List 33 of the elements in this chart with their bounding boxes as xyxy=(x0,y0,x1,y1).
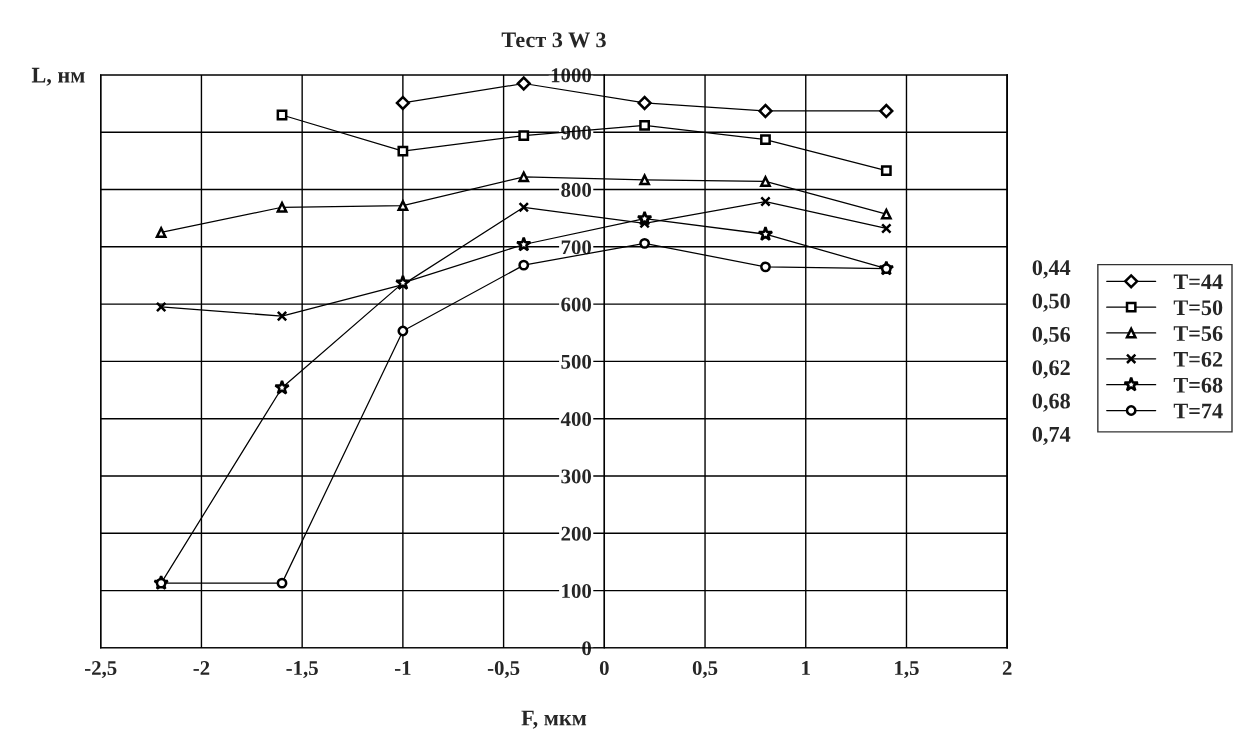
y-tick-label: 300 xyxy=(561,469,592,484)
legend-label: T=62 xyxy=(1173,351,1223,367)
text: 0,62 xyxy=(1032,360,1070,379)
chart-title: Тест 3 W 3 xyxy=(501,32,606,48)
x-tick-label: 1,5 xyxy=(895,661,919,679)
text: 0,50 xyxy=(1032,293,1070,312)
y-tick-label: 500 xyxy=(561,354,592,369)
text: 0,44 xyxy=(1032,260,1071,279)
x-tick-label: 0,5 xyxy=(692,660,718,679)
y-tick-label: 700 xyxy=(561,240,592,255)
y-tick-label: 400 xyxy=(560,412,592,427)
y-tick-label: 800 xyxy=(561,182,592,197)
x-tick-label: 1 xyxy=(802,661,810,675)
y-tick-label: 200 xyxy=(561,526,592,541)
x-tick-label: 0 xyxy=(599,660,609,676)
legend-label: T=50 xyxy=(1173,300,1223,316)
legend-label: T=56 xyxy=(1173,326,1223,341)
legend-label: T=44 xyxy=(1173,274,1223,290)
text: 0,74 xyxy=(1032,426,1071,446)
y-axis-title: L, нм xyxy=(31,67,85,86)
text: 0,68 xyxy=(1032,393,1070,412)
legend-label: T=68 xyxy=(1173,377,1223,393)
x-tick-label: -2,5 xyxy=(84,661,117,679)
x-tick-label: -1 xyxy=(394,661,411,675)
x-tick-label: 2 xyxy=(1002,661,1012,675)
x-axis-title: F, мкм xyxy=(521,710,587,729)
y-tick-label: 100 xyxy=(562,583,592,599)
x-tick-label: -0,5 xyxy=(487,660,520,679)
text: 0,56 xyxy=(1032,326,1071,346)
x-tick-label: -2 xyxy=(193,661,210,675)
x-tick-label: -1,5 xyxy=(286,661,318,679)
y-tick-label: 600 xyxy=(561,297,592,312)
legend-label: T=74 xyxy=(1173,403,1223,419)
